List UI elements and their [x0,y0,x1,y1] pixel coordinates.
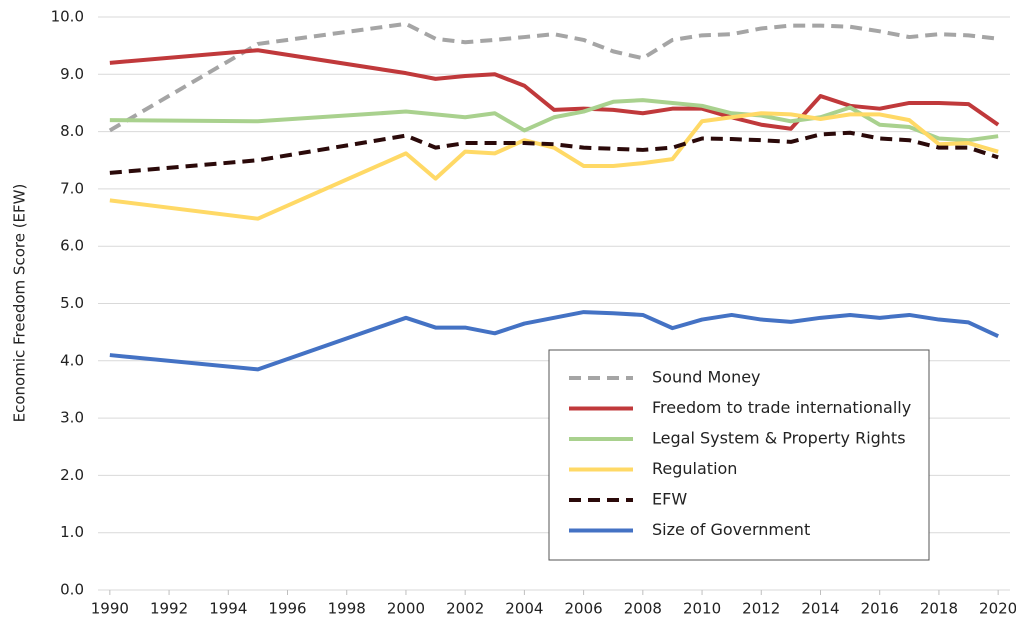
y-tick-label: 1.0 [60,523,84,541]
x-tick-label: 2010 [683,600,721,618]
series-line [109,111,999,221]
x-tick-label: 2012 [742,600,780,618]
y-tick-label: 6.0 [60,237,84,255]
legend-label: Sound Money [652,368,761,387]
y-tick-label: 9.0 [60,65,84,83]
x-tick-label: 1998 [328,600,366,618]
series-line [109,310,999,372]
y-tick-label: 3.0 [60,409,84,427]
x-tick-label: 1992 [150,600,188,618]
legend-label: EFW [652,490,687,509]
x-tick-label: 2020 [979,600,1016,618]
series-line [109,48,1000,131]
series-line [108,21,999,133]
x-tick-label: 2016 [861,600,899,618]
legend: Sound Money Freedom to trade internationa… [548,349,930,561]
legend-label: Legal System & Property Rights [652,429,906,448]
legend-box [548,349,930,561]
x-tick-label: 1996 [268,600,306,618]
x-tick-label: 1994 [209,600,247,618]
series-line [109,98,999,143]
y-tick-label: 2.0 [60,466,84,484]
x-tick-label: 2004 [505,600,543,618]
x-tick-label: 1990 [91,600,129,618]
y-axis-label: Economic Freedom Score (EFW) [11,184,29,423]
x-tick-label: 2006 [565,600,603,618]
x-tick-label: 2002 [446,600,484,618]
y-tick-label: 4.0 [60,351,84,369]
legend-label: Freedom to trade internationally [652,398,911,417]
y-tick-label: 5.0 [60,294,84,312]
legend-label: Size of Government [652,520,810,539]
series-line [109,130,999,175]
x-tick-label: 2018 [920,600,958,618]
y-tick-label: 8.0 [60,122,84,140]
x-tick-label: 2000 [387,600,425,618]
x-tick-label: 2014 [801,600,839,618]
y-tick-label: 10.0 [51,8,84,26]
x-tick-label: 2008 [624,600,662,618]
y-tick-label: 7.0 [60,179,84,197]
legend-label: Regulation [652,459,737,478]
y-tick-label: 0.0 [60,581,84,599]
